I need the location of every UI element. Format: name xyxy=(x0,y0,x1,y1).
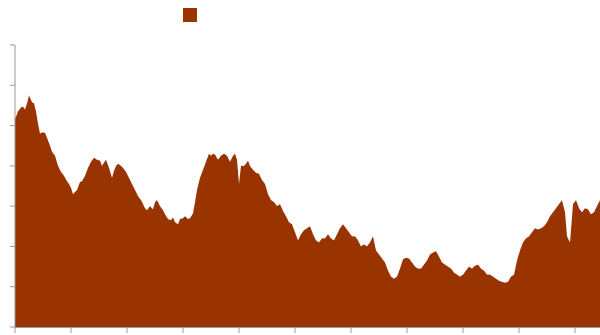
area-series-0 xyxy=(15,95,600,328)
legend-swatch xyxy=(183,8,197,22)
legend xyxy=(183,8,203,22)
